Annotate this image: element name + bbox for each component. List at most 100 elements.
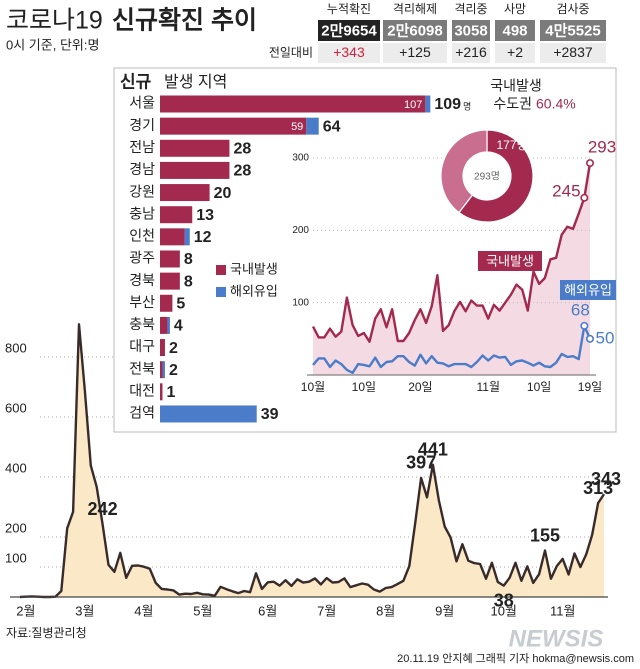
series-name: 국내발생: [486, 253, 534, 268]
bar-segment: [306, 117, 319, 135]
region-subtitle: 발생 지역: [164, 73, 227, 91]
stat-header: 격리해제: [393, 2, 437, 16]
bar-segment: [160, 139, 230, 157]
stat-box: [540, 20, 606, 41]
total-label: 2: [169, 340, 178, 357]
y-tick-label: 200: [292, 225, 309, 236]
value-label: 242: [88, 499, 118, 519]
bar-segment: [160, 184, 210, 202]
category-label: 대전: [129, 383, 155, 399]
total-label: 39: [261, 406, 279, 423]
line: [19, 323, 606, 599]
point: [585, 334, 594, 343]
watermark: NEWSIS: [509, 625, 604, 652]
stat-change: +125: [399, 44, 431, 60]
legend-swatch: [216, 265, 226, 275]
stat-box: [318, 20, 380, 41]
category-label: 검역: [129, 405, 155, 421]
value-label: 441: [418, 439, 448, 459]
change-box: [318, 43, 380, 63]
x-tick-label: 10일: [352, 380, 376, 394]
point: [580, 321, 589, 330]
value-label: 245: [552, 181, 580, 200]
x-tick-label: 8월: [376, 603, 395, 618]
x-tick-label: 10일: [527, 380, 551, 394]
pie-slice: [458, 129, 534, 223]
bar-segment: [160, 383, 163, 401]
subtitle: 0시 기준, 단위:명: [6, 37, 99, 52]
bar-segment: [160, 316, 168, 334]
source: 자료:질병관리청: [6, 626, 87, 640]
stat-value: 2만9654: [321, 22, 377, 39]
category-label: 부산: [129, 294, 155, 310]
pie-title: 국내발생: [490, 78, 542, 94]
y-tick-label: 200: [5, 520, 27, 535]
category-label: 인천: [129, 228, 155, 244]
pie-category: 수도권: [493, 96, 532, 112]
bar-segment: [160, 117, 307, 135]
change-box: [383, 43, 447, 63]
bar-segment: [167, 316, 170, 334]
series-tag: [560, 280, 616, 300]
total-label: 28: [233, 163, 251, 180]
pie-share: 60.4%: [536, 96, 576, 112]
x-tick-label: 10월: [491, 603, 517, 618]
series-tag: [478, 251, 542, 271]
stat-value: 4만5525: [545, 22, 601, 39]
y-tick-label: 300: [292, 153, 309, 164]
y-tick-label: 800: [5, 340, 27, 355]
stat-header: 격리중: [454, 2, 487, 16]
x-tick-label: 10월: [301, 380, 325, 394]
main-chart: 100 200 400 600 800 2월 3월 4월 5월 6월 7월 8월 9월 10월 11월 242…: [5, 323, 621, 618]
legend-label: 해외유입: [230, 283, 278, 298]
category-label: 충북: [129, 316, 155, 332]
total-label: 1: [166, 384, 175, 401]
change-box: [540, 43, 606, 63]
x-tick-label: 4월: [134, 603, 153, 618]
total-label: 20: [214, 185, 232, 202]
bar-segment: [160, 272, 180, 290]
value-label: 313: [583, 478, 613, 498]
stat-box: [383, 20, 447, 41]
value-label: 68: [571, 300, 590, 319]
category-label: 경북: [129, 272, 155, 288]
value-label: 155: [530, 525, 560, 545]
credit: 20.11.19 안지혜 그래픽 기자 hokma@newsis.com: [397, 652, 634, 665]
category-label: 전남: [129, 139, 155, 155]
donut-hole: [464, 153, 510, 199]
x-tick-label: 9월: [435, 603, 454, 618]
total-label: 4: [174, 318, 183, 335]
y-tick-label: 100: [292, 297, 309, 308]
stat-header: 누적확진: [327, 2, 371, 16]
value-label: 293: [588, 138, 616, 157]
series-name: 해외유입: [564, 282, 612, 297]
value-label: 343: [591, 469, 621, 489]
center-label: 293명: [474, 171, 500, 183]
total-label: 64: [323, 118, 341, 135]
total-label: 12: [194, 229, 212, 246]
x-tick-label: 19일: [578, 380, 602, 394]
pie-slice: [440, 129, 488, 214]
bar-segment: [160, 361, 163, 379]
value-label: 397: [406, 453, 436, 473]
bar-segment: [160, 339, 165, 357]
stat-value: 3058: [454, 22, 487, 39]
category-label: 전북: [129, 360, 155, 376]
stat-change: +216: [455, 44, 487, 60]
x-tick-label: 11월: [550, 603, 575, 618]
category-label: 경기: [129, 117, 155, 133]
category-label: 충남: [129, 205, 155, 221]
x-tick-label: 5월: [193, 603, 212, 618]
x-tick-label: 3월: [75, 603, 94, 618]
x-tick-label: 6월: [258, 603, 277, 618]
point: [585, 159, 594, 168]
legend-swatch: [216, 287, 226, 297]
stat-box: [452, 20, 490, 41]
bar-segment: [160, 405, 257, 423]
bar-segment: [160, 206, 193, 224]
category-label: 강원: [129, 183, 155, 199]
point: [580, 193, 589, 202]
stat-header: 사망: [504, 2, 526, 16]
